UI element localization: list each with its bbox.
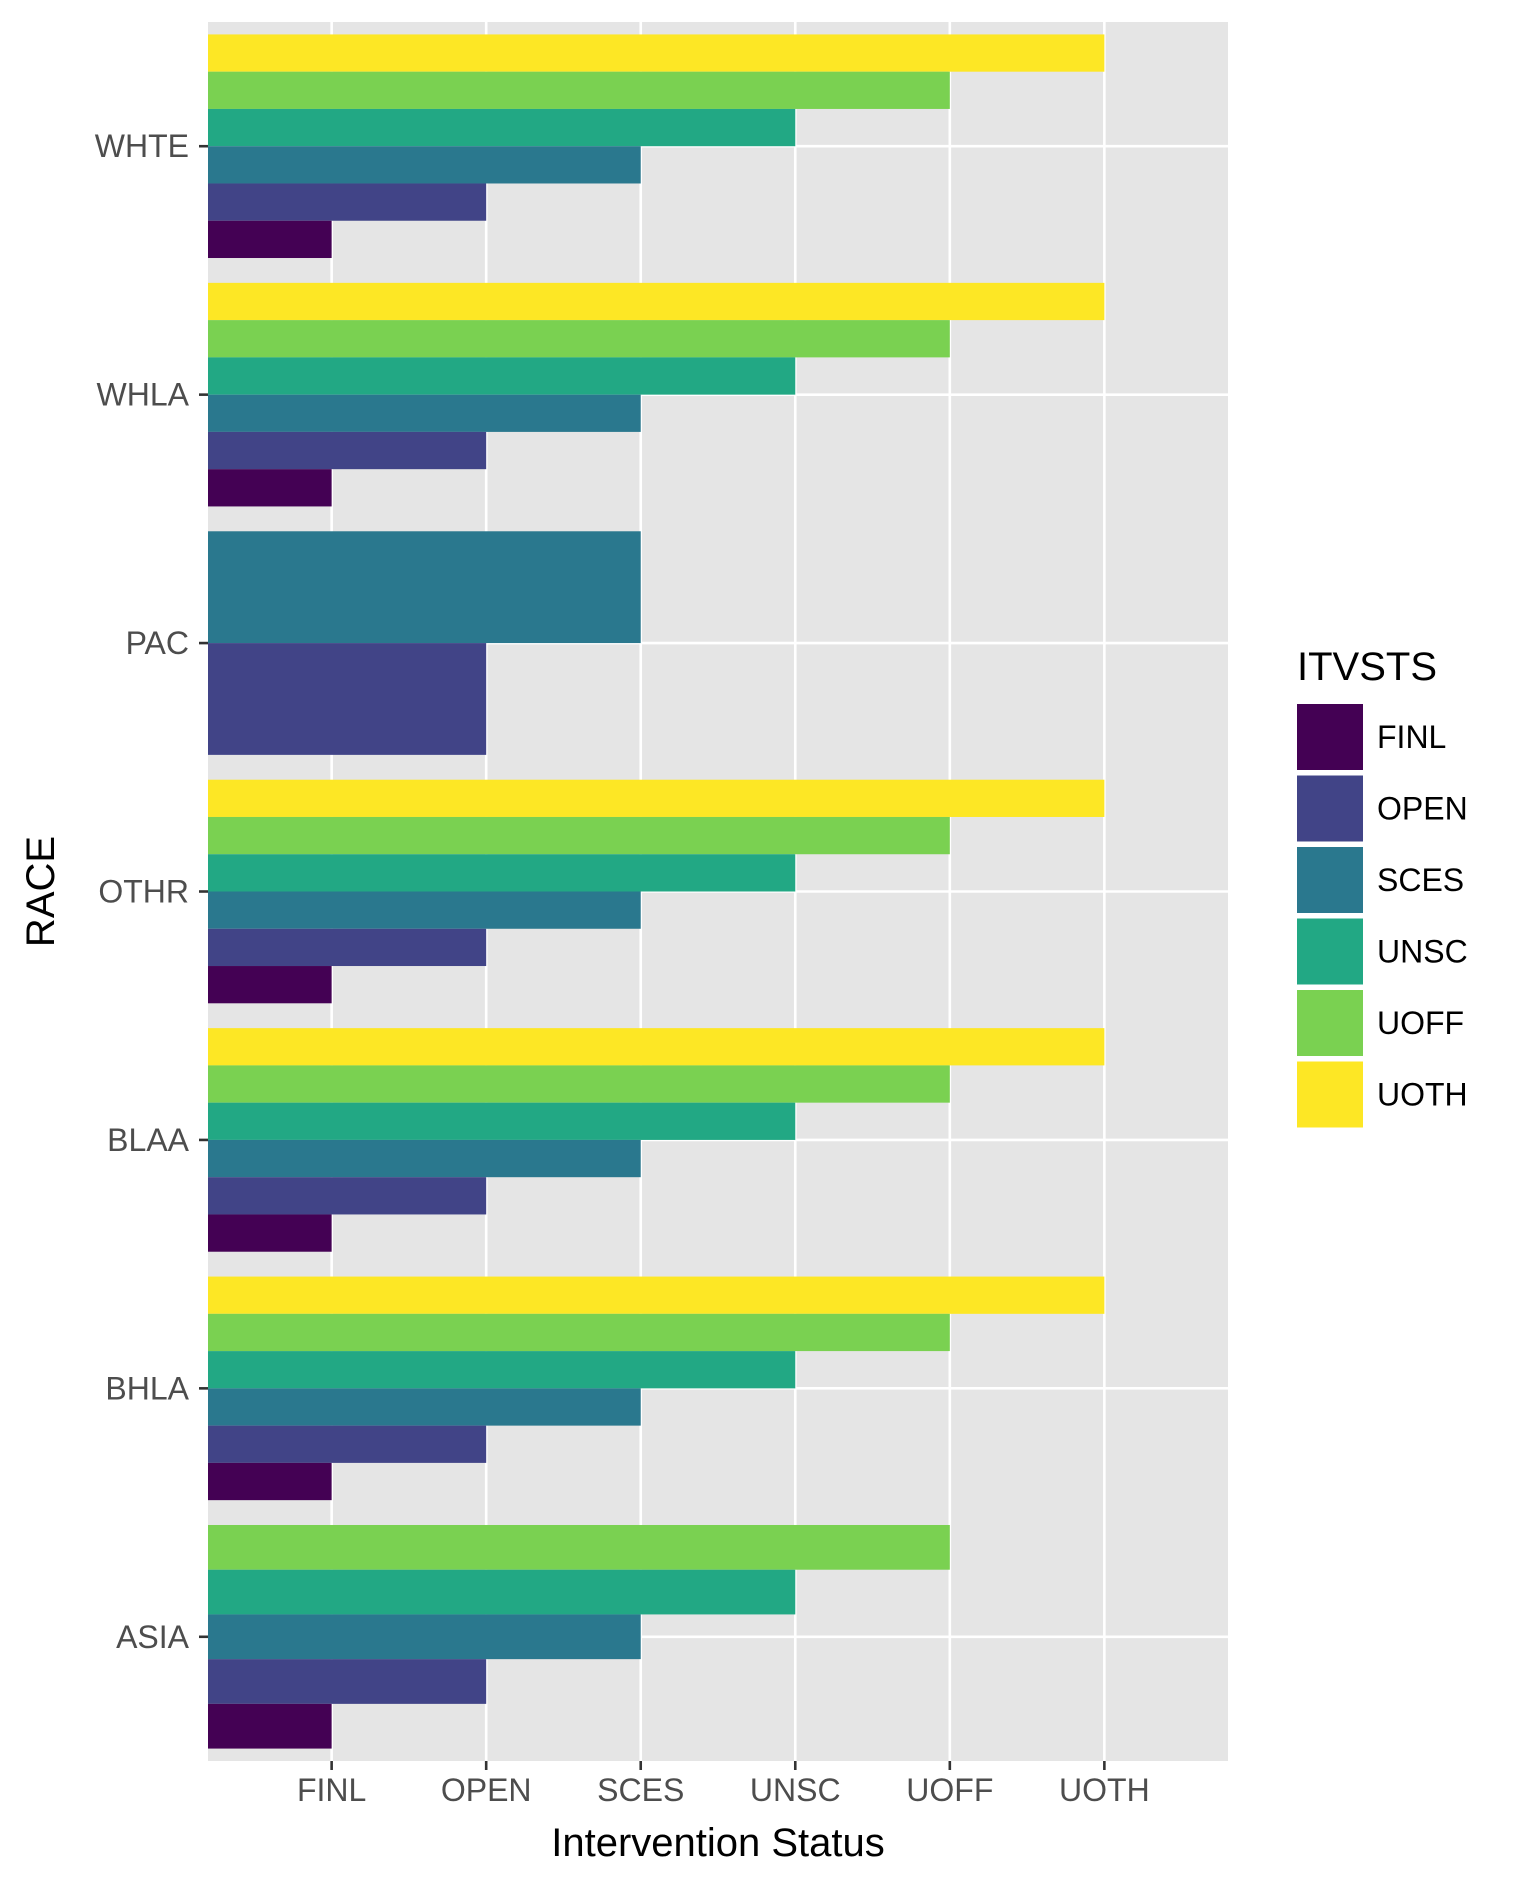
bar-whte-uoff bbox=[208, 71, 950, 109]
bar-blaa-sces bbox=[208, 1139, 641, 1178]
bars bbox=[208, 34, 1105, 1749]
bar-pac-open bbox=[208, 643, 487, 755]
bar-whla-sces bbox=[208, 394, 641, 432]
legend-label: UOFF bbox=[1377, 1005, 1464, 1041]
bar-bhla-uoth bbox=[208, 1276, 1105, 1314]
y-tick-label: ASIA bbox=[116, 1619, 190, 1655]
y-axis-title: RACE bbox=[19, 836, 63, 947]
bar-blaa-uoth bbox=[208, 1028, 1105, 1066]
x-tick-label: UOFF bbox=[906, 1772, 993, 1808]
bar-bhla-uoff bbox=[208, 1313, 950, 1352]
bar-whte-open bbox=[208, 183, 487, 221]
bar-whte-sces bbox=[208, 146, 641, 184]
legend: ITVSTS FINL OPEN SCES UNSC UOFF UOTH bbox=[1297, 645, 1468, 1128]
bar-blaa-uoff bbox=[208, 1065, 950, 1103]
bar-whla-open bbox=[208, 431, 487, 470]
bar-asia-open bbox=[208, 1659, 487, 1704]
legend-swatch-finl bbox=[1297, 704, 1363, 770]
y-tick-label: BHLA bbox=[105, 1370, 189, 1406]
x-tick-label: UNSC bbox=[750, 1772, 841, 1808]
bar-blaa-unsc bbox=[208, 1102, 796, 1140]
bar-asia-finl bbox=[208, 1703, 332, 1749]
y-tick-label: PAC bbox=[126, 625, 189, 661]
x-tick-label: FINL bbox=[297, 1772, 366, 1808]
legend-swatch-unsc bbox=[1297, 918, 1363, 985]
bar-asia-uoff bbox=[208, 1524, 950, 1570]
legend-swatch-sces bbox=[1297, 847, 1363, 913]
legend-label: UOTH bbox=[1377, 1077, 1468, 1113]
x-tick-label: UOTH bbox=[1059, 1772, 1150, 1808]
bar-bhla-unsc bbox=[208, 1351, 796, 1389]
y-tick-label: WHTE bbox=[95, 128, 189, 164]
legend-title: ITVSTS bbox=[1297, 645, 1437, 689]
bar-othr-finl bbox=[208, 966, 332, 1004]
bar-whte-uoth bbox=[208, 34, 1105, 72]
bar-whte-finl bbox=[208, 220, 332, 259]
bar-bhla-finl bbox=[208, 1462, 332, 1501]
bar-blaa-finl bbox=[208, 1214, 332, 1252]
legend-swatch-uoff bbox=[1297, 990, 1363, 1056]
legend-label: OPEN bbox=[1377, 791, 1468, 827]
x-tick-label: SCES bbox=[597, 1772, 684, 1808]
bar-othr-sces bbox=[208, 891, 641, 929]
legend-label: SCES bbox=[1377, 862, 1464, 898]
y-axis: WHTE WHLA PAC OTHR BLAA BHLA ASIA bbox=[95, 128, 208, 1655]
bar-othr-uoff bbox=[208, 816, 950, 855]
bar-whla-uoff bbox=[208, 320, 950, 358]
bar-othr-uoth bbox=[208, 779, 1105, 817]
bar-whla-uoth bbox=[208, 282, 1105, 321]
legend-swatch-uoth bbox=[1297, 1061, 1363, 1128]
legend-label: UNSC bbox=[1377, 934, 1468, 970]
legend-label: FINL bbox=[1377, 719, 1446, 755]
bar-bhla-open bbox=[208, 1425, 487, 1463]
bar-blaa-open bbox=[208, 1177, 487, 1215]
y-tick-label: WHLA bbox=[97, 377, 190, 413]
bar-asia-sces bbox=[208, 1614, 641, 1660]
bar-whla-unsc bbox=[208, 357, 796, 395]
bar-bhla-sces bbox=[208, 1388, 641, 1426]
bar-asia-unsc bbox=[208, 1569, 796, 1615]
bar-pac-sces bbox=[208, 531, 641, 644]
y-tick-label: BLAA bbox=[107, 1122, 189, 1158]
bar-whte-unsc bbox=[208, 108, 796, 147]
bar-othr-open bbox=[208, 928, 487, 967]
x-tick-label: OPEN bbox=[441, 1772, 532, 1808]
x-axis: FINL OPEN SCES UNSC UOFF UOTH bbox=[297, 1761, 1150, 1808]
y-tick-label: OTHR bbox=[98, 874, 189, 910]
bar-othr-unsc bbox=[208, 854, 796, 892]
x-axis-title: Intervention Status bbox=[551, 1821, 885, 1865]
legend-swatch-open bbox=[1297, 775, 1363, 842]
bar-whla-finl bbox=[208, 469, 332, 507]
